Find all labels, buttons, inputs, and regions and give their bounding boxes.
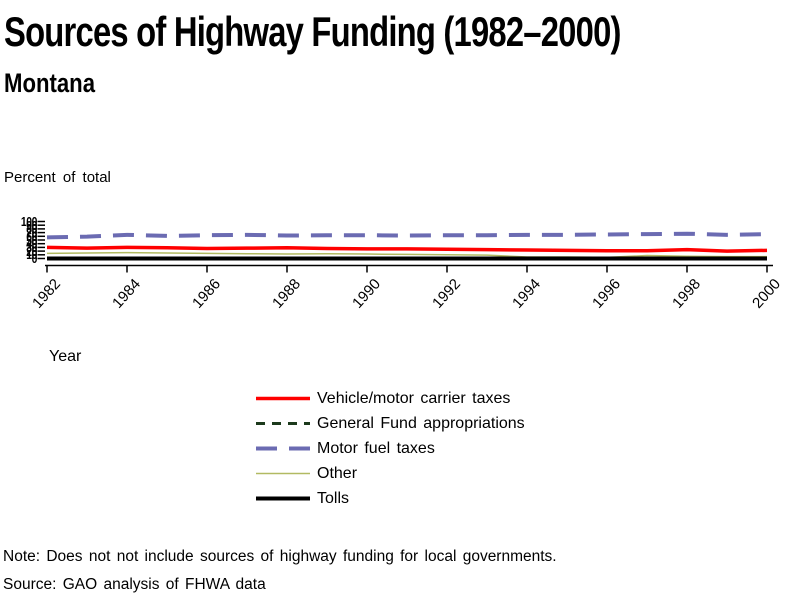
- x-axis-title: Year: [49, 348, 82, 365]
- y-tick-label: 40: [26, 236, 37, 252]
- series-line-motor_fuel: [46, 231, 768, 240]
- y-tick-label: 30: [26, 239, 37, 255]
- legend-line-icon: [256, 446, 310, 451]
- y-tick-label: 90: [26, 217, 37, 233]
- legend-label: Motor fuel taxes: [317, 439, 435, 457]
- legend-line-swatch-vehicle: [255, 386, 311, 411]
- legend-label: Vehicle/motor carrier taxes: [317, 389, 511, 407]
- legend-line-icon: [256, 472, 310, 475]
- legend-item: Tolls: [255, 486, 525, 511]
- chart-title: Sources of Highway Funding (1982–2000): [4, 8, 621, 55]
- legend-line-swatch-tolls: [255, 486, 311, 511]
- y-tick-label: 0: [31, 251, 38, 266]
- legend-line-icon: [256, 496, 310, 501]
- legend-line-icon: [256, 422, 310, 425]
- chart-subtitle: Montana: [4, 68, 96, 98]
- y-tick-label: 60: [26, 228, 37, 244]
- legend-line-swatch-other: [255, 461, 311, 486]
- y-tick-label: 10: [26, 247, 37, 263]
- y-tick-label: 20: [26, 243, 37, 259]
- y-tick-label: 50: [26, 232, 37, 248]
- y-tick-label: 80: [26, 221, 37, 237]
- y-tick-label: 70: [26, 225, 37, 241]
- y-tick-label: 100: [20, 214, 38, 229]
- note-text: Note: Does not not include sources of hi…: [3, 548, 557, 565]
- series-line-other: [46, 251, 767, 259]
- legend-label: Other: [317, 464, 358, 482]
- legend-item: Other: [255, 461, 525, 486]
- source-text: Source: GAO analysis of FHWA data: [3, 576, 266, 593]
- legend-label: General Fund appropriations: [317, 414, 525, 432]
- legend-line-swatch-general-fund: [255, 411, 311, 436]
- legend-item: Vehicle/motor carrier taxes: [255, 386, 525, 411]
- legend-item: General Fund appropriations: [255, 411, 525, 436]
- legend-label: Tolls: [317, 489, 350, 507]
- legend-item: Motor fuel taxes: [255, 436, 525, 461]
- series-line-vehicle: [46, 245, 768, 253]
- legend-line-swatch-motor-fuel: [255, 436, 311, 461]
- y-axis-title: Percent of total: [4, 169, 111, 186]
- legend-line-icon: [256, 396, 310, 401]
- legend: Vehicle/motor carrier taxes General Fund…: [255, 386, 525, 511]
